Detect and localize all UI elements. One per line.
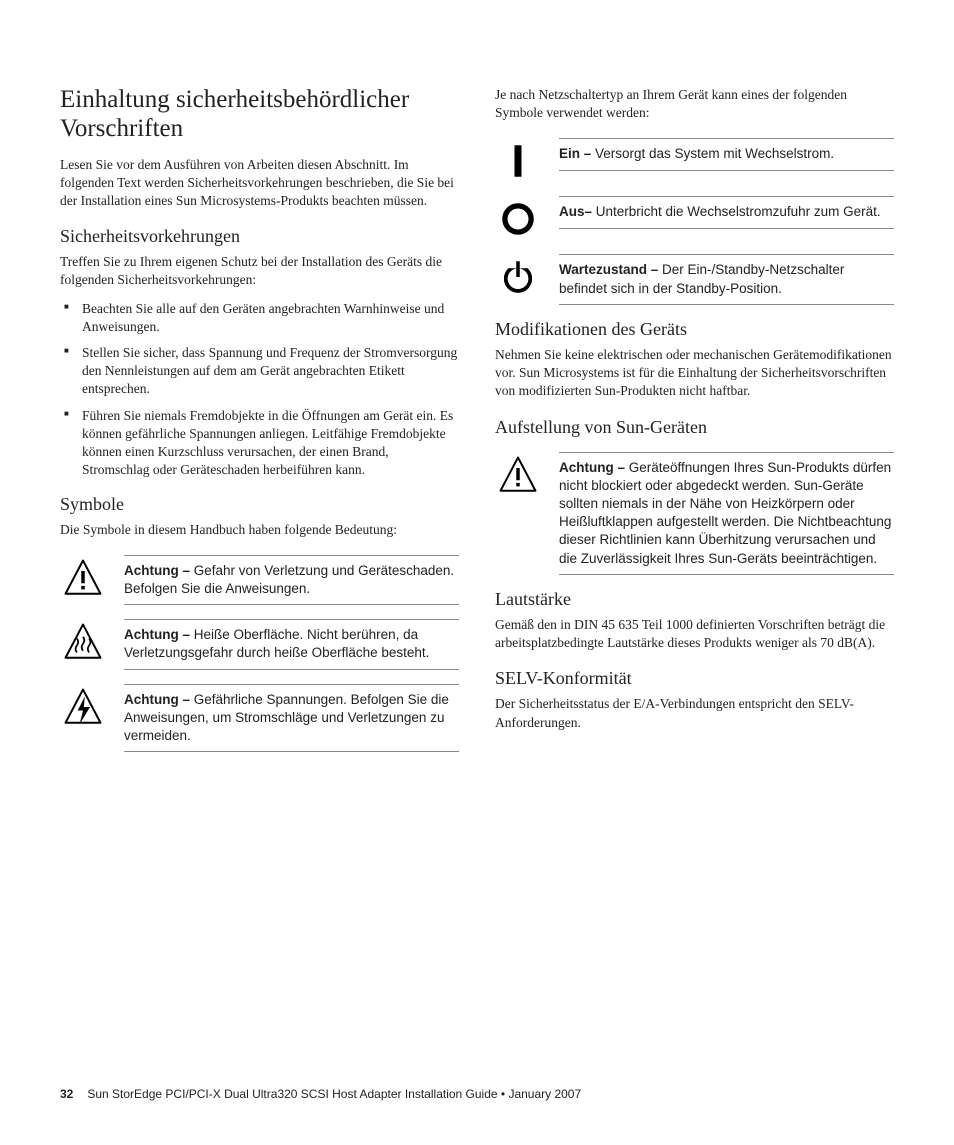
two-column-layout: Einhaltung sicherheitsbehördlicher Vorsc…	[60, 86, 894, 766]
power-standby-text: Wartezustand – Der Ein-/Standby-Netzscha…	[559, 254, 894, 304]
power-keyword: Ein –	[559, 146, 591, 161]
placement-section: Aufstellung von Sun-Geräten	[495, 417, 894, 438]
placement-warning-text: Achtung – Geräteöffnungen Ihres Sun-Prod…	[559, 452, 894, 575]
symbols-section: Symbole Die Symbole in diesem Handbuch h…	[60, 494, 459, 539]
power-standby-row: Wartezustand – Der Ein-/Standby-Netzscha…	[495, 254, 894, 304]
page-footer: 32 Sun StorEdge PCI/PCI-X Dual Ultra320 S…	[60, 1087, 581, 1101]
warning-general-text: Achtung – Gefahr von Verletzung und Gerä…	[124, 555, 459, 605]
power-keyword: Aus–	[559, 204, 592, 219]
precautions-heading: Sicherheitsvorkehrungen	[60, 226, 459, 247]
modifications-text: Nehmen Sie keine elektrischen oder mecha…	[495, 346, 894, 401]
power-on-text: Ein – Versorgt das System mit Wechselstr…	[559, 138, 894, 170]
power-off-text: Aus– Unterbricht die Wechselstromzufuhr …	[559, 196, 894, 228]
warning-heat-icon	[60, 619, 106, 663]
page-number: 32	[60, 1087, 73, 1101]
warning-hot-text: Achtung – Heiße Oberfläche. Nicht berühr…	[124, 619, 459, 669]
power-body: Unterbricht die Wechselstromzufuhr zum G…	[592, 204, 881, 219]
list-item: Beachten Sie alle auf den Geräten angebr…	[60, 300, 459, 336]
power-standby-icon	[495, 254, 541, 298]
warning-keyword: Achtung –	[124, 692, 190, 707]
power-off-icon	[495, 196, 541, 240]
warning-keyword: Achtung –	[124, 627, 190, 642]
warning-exclamation-icon	[60, 555, 106, 599]
power-on-row: Ein – Versorgt das System mit Wechselstr…	[495, 138, 894, 182]
noise-section: Lautstärke Gemäß den in DIN 45 635 Teil …	[495, 589, 894, 652]
warning-exclamation-icon	[495, 452, 541, 496]
warning-voltage: Achtung – Gefährliche Spannungen. Befolg…	[60, 684, 459, 753]
warning-lightning-icon	[60, 684, 106, 728]
warning-hot-surface: Achtung – Heiße Oberfläche. Nicht berühr…	[60, 619, 459, 669]
modifications-section: Modifikationen des Geräts Nehmen Sie kei…	[495, 319, 894, 401]
warning-keyword: Achtung –	[559, 460, 625, 475]
power-switch-section: Je nach Netzschaltertyp an Ihrem Gerät k…	[495, 86, 894, 122]
power-lead: Je nach Netzschaltertyp an Ihrem Gerät k…	[495, 86, 894, 122]
power-on-icon	[495, 138, 541, 182]
power-body: Versorgt das System mit Wechselstrom.	[591, 146, 834, 161]
power-off-row: Aus– Unterbricht die Wechselstromzufuhr …	[495, 196, 894, 240]
precautions-list: Beachten Sie alle auf den Geräten angebr…	[60, 300, 459, 480]
selv-section: SELV-Konformität Der Sicherheitsstatus d…	[495, 668, 894, 731]
title-block: Einhaltung sicherheitsbehördlicher Vorsc…	[60, 86, 459, 210]
modifications-heading: Modifikationen des Geräts	[495, 319, 894, 340]
selv-heading: SELV-Konformität	[495, 668, 894, 689]
placement-heading: Aufstellung von Sun-Geräten	[495, 417, 894, 438]
noise-text: Gemäß den in DIN 45 635 Teil 1000 defini…	[495, 616, 894, 652]
precautions-lead: Treffen Sie zu Ihrem eigenen Schutz bei …	[60, 253, 459, 289]
footer-text: Sun StorEdge PCI/PCI-X Dual Ultra320 SCS…	[87, 1087, 581, 1101]
power-keyword: Wartezustand –	[559, 262, 658, 277]
selv-text: Der Sicherheitsstatus der E/A-Verbindung…	[495, 695, 894, 731]
warning-body: Geräteöffnungen Ihres Sun-Produkts dürfe…	[559, 460, 891, 566]
warning-voltage-text: Achtung – Gefährliche Spannungen. Befolg…	[124, 684, 459, 753]
warning-general: Achtung – Gefahr von Verletzung und Gerä…	[60, 555, 459, 605]
list-item: Stellen Sie sicher, dass Spannung und Fr…	[60, 344, 459, 399]
symbols-heading: Symbole	[60, 494, 459, 515]
list-item: Führen Sie niemals Fremdobjekte in die Ö…	[60, 407, 459, 480]
warning-keyword: Achtung –	[124, 563, 190, 578]
page-title: Einhaltung sicherheitsbehördlicher Vorsc…	[60, 86, 459, 144]
noise-heading: Lautstärke	[495, 589, 894, 610]
page: Einhaltung sicherheitsbehördlicher Vorsc…	[0, 0, 954, 1145]
placement-warning: Achtung – Geräteöffnungen Ihres Sun-Prod…	[495, 452, 894, 575]
intro-paragraph: Lesen Sie vor dem Ausführen von Arbeiten…	[60, 156, 459, 211]
precautions-section: Sicherheitsvorkehrungen Treffen Sie zu I…	[60, 226, 459, 479]
symbols-lead: Die Symbole in diesem Handbuch haben fol…	[60, 521, 459, 539]
